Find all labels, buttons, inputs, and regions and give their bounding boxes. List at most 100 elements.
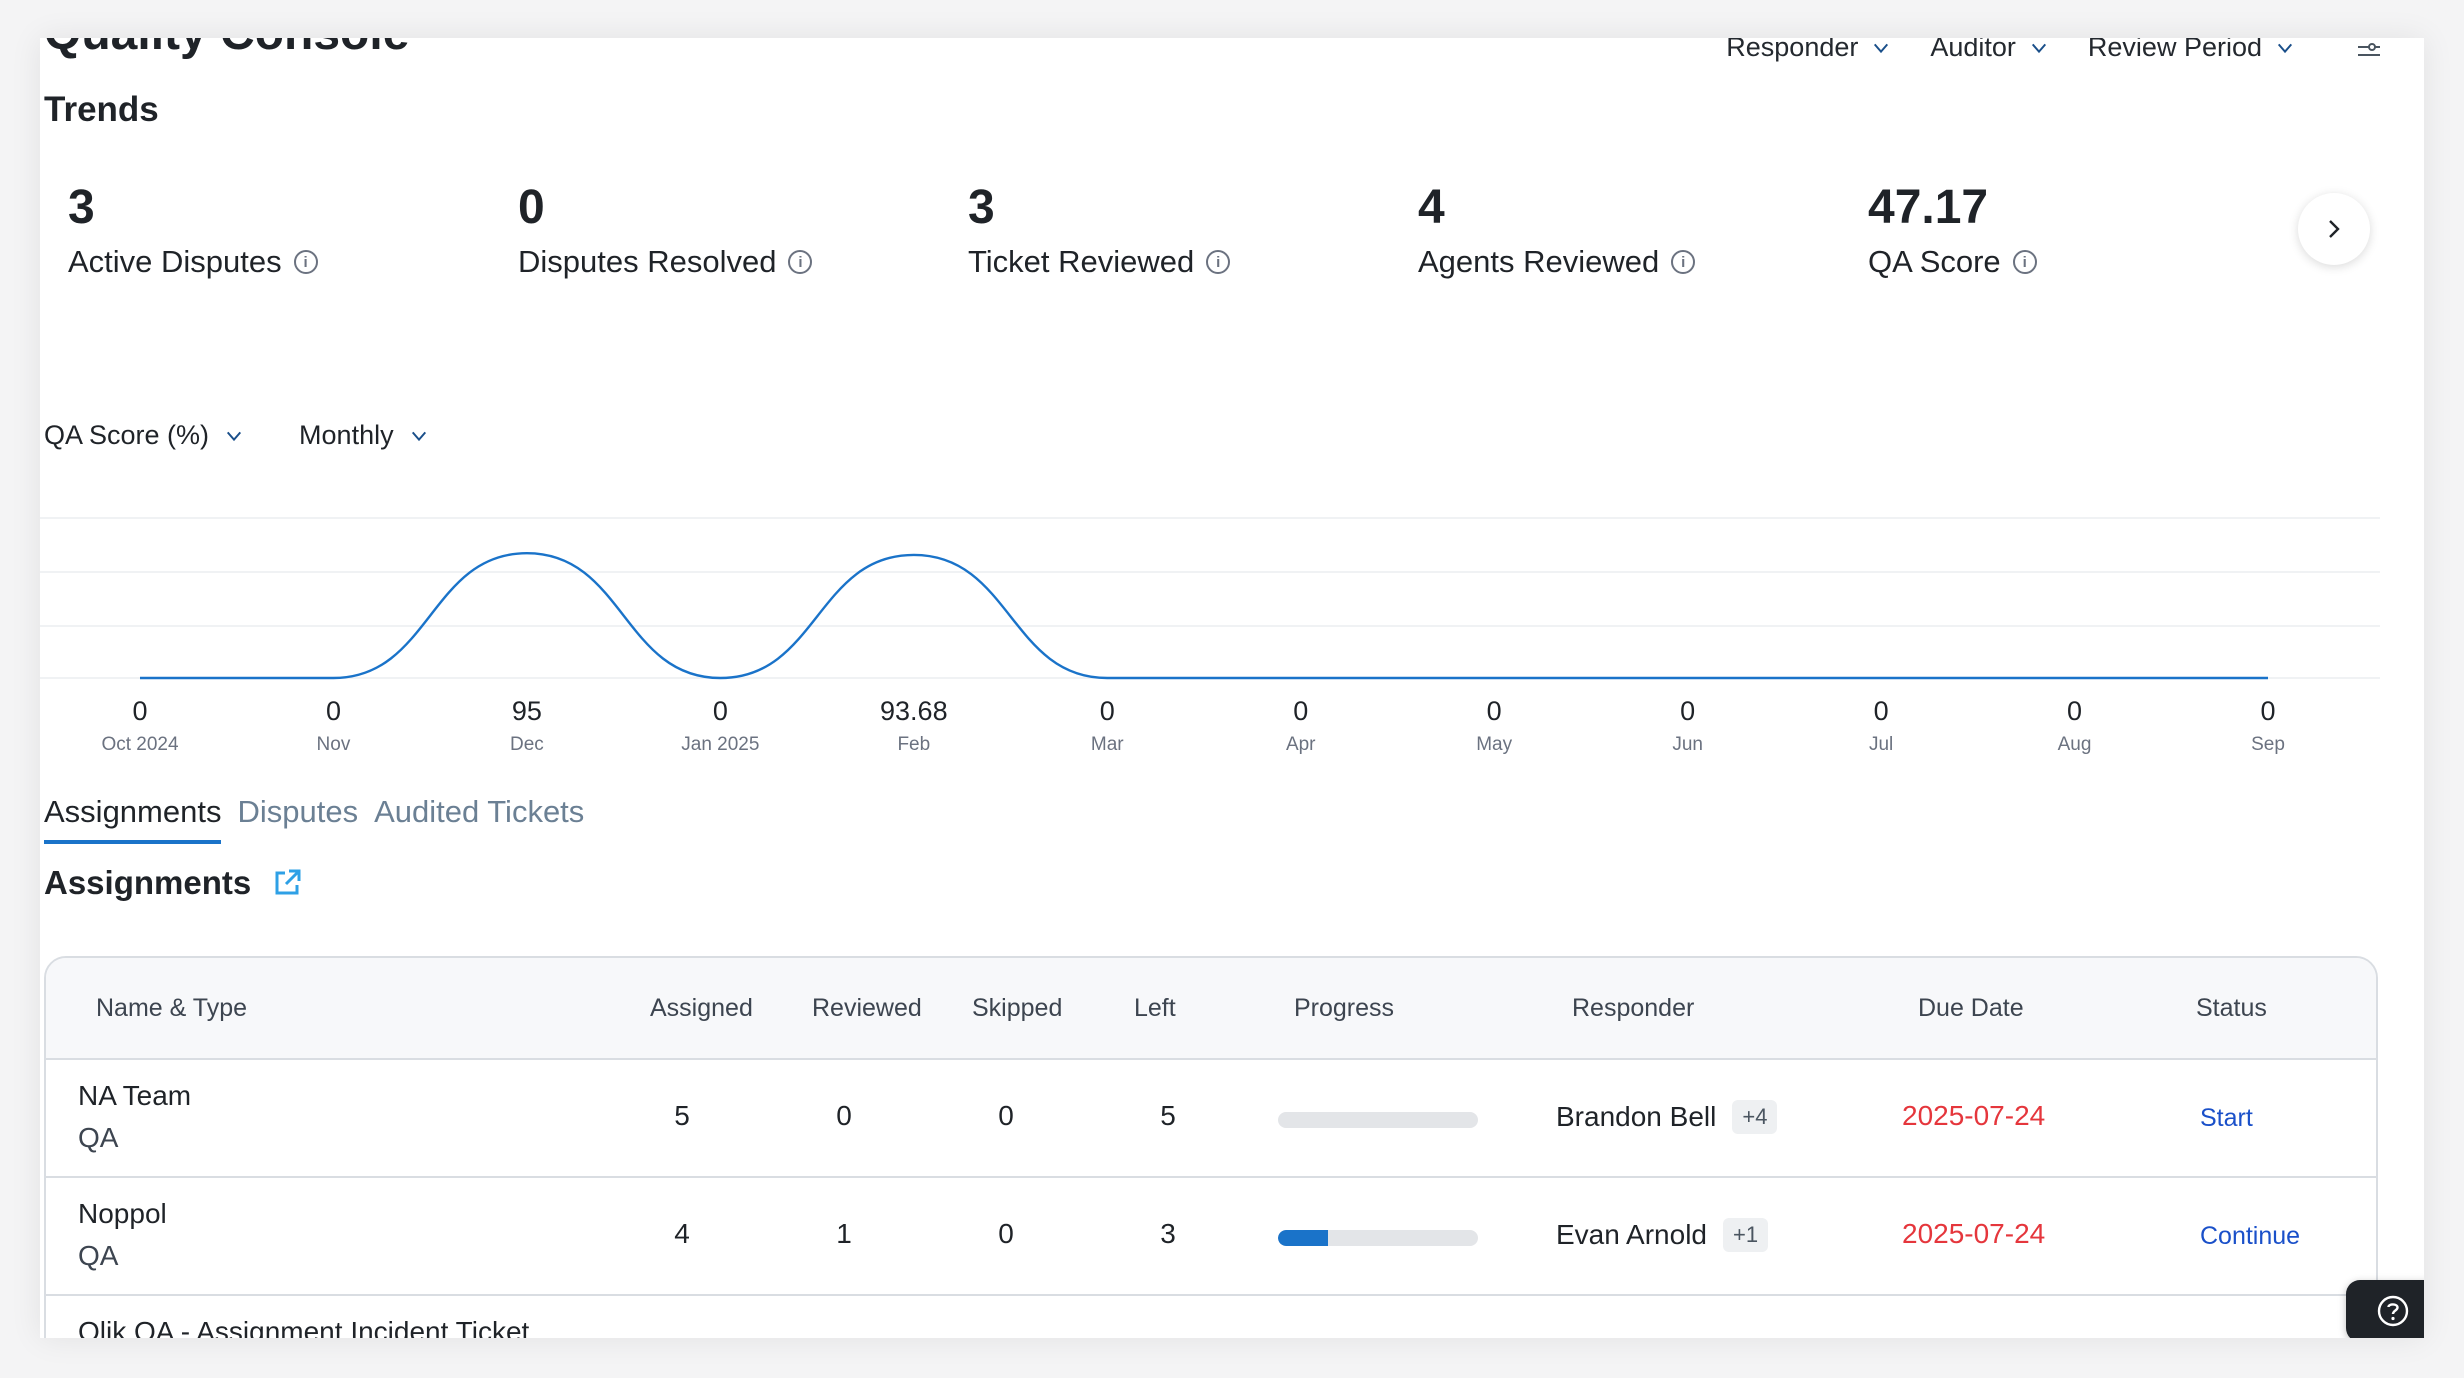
x-tick-label: Apr	[1286, 734, 1316, 755]
skipped-count: 0	[998, 1218, 1014, 1249]
assignments-heading: Assignments	[44, 864, 303, 902]
assignment-type: QA	[78, 1240, 119, 1271]
info-icon[interactable]: i	[1671, 250, 1696, 274]
due-date: 2025-07-24	[1902, 1218, 2046, 1249]
chevron-right-icon	[2329, 220, 2340, 238]
data-label: 0	[1680, 696, 1695, 726]
kpi-active-disputes: 3 Active Disputes i	[68, 184, 318, 280]
column-header: Due Date	[1918, 994, 2024, 1022]
kpi-value: 3	[68, 181, 95, 234]
chevron-down-icon	[2031, 43, 2046, 53]
kpi-value: 0	[518, 181, 545, 234]
chevron-down-icon	[227, 431, 242, 441]
column-header: Progress	[1294, 994, 1395, 1022]
responder: Brandon Bell +4	[1556, 1100, 1778, 1134]
table-header: Name & Type Assigned Reviewed Skipped Le…	[46, 958, 2376, 1060]
data-label: 0	[713, 696, 728, 726]
left-count: 5	[1160, 1100, 1176, 1131]
x-tick-label: May	[1476, 734, 1512, 755]
assignments-title: Assignments	[44, 864, 252, 901]
trends-title: Trends	[44, 90, 159, 129]
column-header: Reviewed	[812, 994, 922, 1022]
x-tick-label: Nov	[317, 734, 351, 755]
responder-more-badge[interactable]: +1	[1723, 1218, 1769, 1252]
column-header: Skipped	[972, 994, 1063, 1022]
kpi-agents-reviewed: 4 Agents Reviewed i	[1418, 184, 1696, 280]
info-icon[interactable]: i	[1206, 250, 1231, 274]
review-period-filter[interactable]: Review Period	[2088, 38, 2294, 63]
kpi-value: 3	[968, 181, 995, 234]
info-icon[interactable]: i	[2012, 250, 2037, 274]
kpi-label: Disputes Resolved	[518, 244, 777, 279]
quality-console-window: Quality Console Responder Auditor Review…	[40, 38, 2424, 1338]
kpi-ticket-reviewed: 3 Ticket Reviewed i	[968, 181, 1231, 280]
table-row[interactable]: Noppol QA 4 1 0 3 Evan Arnold +1 2025-07-…	[46, 1178, 2376, 1296]
series-line	[139, 551, 2268, 680]
x-tick-label: Aug	[2058, 734, 2092, 755]
chart-controls: QA Score (%) Monthly	[44, 420, 428, 451]
chevron-down-icon	[411, 431, 426, 441]
x-tick-label: Jun	[1672, 734, 1703, 755]
reviewed-count: 1	[836, 1218, 852, 1249]
filter-settings-icon[interactable]	[2354, 38, 2384, 63]
column-header: Left	[1134, 994, 1176, 1022]
kpi-next-button[interactable]	[2298, 193, 2370, 265]
page-title: Quality Console	[44, 38, 409, 58]
responder-name: Brandon Bell	[1556, 1101, 1717, 1132]
data-label: 0	[1487, 696, 1502, 726]
x-tick-label: Jul	[1869, 734, 1893, 755]
responder-filter-label: Responder	[1726, 38, 1859, 62]
table-row[interactable]: NA Team QA 5 0 0 5 Brandon Bell +4 2025-0…	[46, 1060, 2376, 1178]
info-icon[interactable]: i	[788, 250, 813, 274]
assignment-name: NA Team	[78, 1080, 192, 1111]
assignment-name: Qlik QA - Assignment Incident Ticket	[78, 1316, 530, 1338]
due-date: 2025-07-24	[1902, 1100, 2046, 1131]
assignments-table: Name & Type Assigned Reviewed Skipped Le…	[44, 956, 2378, 1338]
kpi-label: QA Score	[1868, 244, 2001, 279]
column-header: Name & Type	[96, 994, 248, 1022]
table-row[interactable]: Qlik QA - Assignment Incident Ticket	[46, 1296, 2376, 1338]
responder-filter[interactable]: Responder	[1726, 38, 1890, 63]
data-label: 0	[1293, 696, 1308, 726]
start-button[interactable]: Start	[2200, 1104, 2253, 1132]
continue-button[interactable]: Continue	[2200, 1222, 2301, 1250]
data-label: 93.68	[880, 696, 948, 726]
data-label: 0	[132, 696, 147, 726]
responder: Evan Arnold +1	[1556, 1218, 1769, 1252]
tab-disputes[interactable]: Disputes	[237, 794, 359, 829]
external-link-icon[interactable]	[271, 867, 303, 899]
tab-bar: Assignments Disputes Audited Tickets	[44, 794, 584, 844]
progress-bar	[1278, 1112, 1478, 1128]
period-select[interactable]: Monthly	[299, 420, 428, 451]
x-tick-label: Jan 2025	[681, 734, 759, 755]
data-label: 0	[2260, 696, 2275, 726]
metric-select-label: QA Score (%)	[44, 420, 210, 450]
kpi-disputes-resolved: 0 Disputes Resolved i	[518, 181, 813, 280]
x-tick-label: Mar	[1091, 734, 1124, 755]
tab-audited-tickets[interactable]: Audited Tickets	[374, 794, 585, 829]
data-label: 95	[512, 696, 542, 726]
column-header: Responder	[1572, 994, 1695, 1022]
responder-name: Evan Arnold	[1556, 1219, 1707, 1250]
chevron-down-icon	[2277, 43, 2293, 53]
review-period-filter-label: Review Period	[2087, 38, 2262, 62]
assigned-count: 5	[674, 1100, 690, 1131]
x-tick-label: Sep	[2251, 734, 2285, 755]
help-button[interactable]	[2346, 1280, 2424, 1338]
assigned-count: 4	[674, 1218, 690, 1249]
x-tick-label: Dec	[510, 734, 544, 755]
kpi-label: Ticket Reviewed	[968, 244, 1195, 279]
metric-select[interactable]: QA Score (%)	[44, 420, 243, 451]
kpi-value: 47.17	[1868, 181, 1989, 234]
data-label: 0	[1874, 696, 1889, 726]
qa-score-trend-chart: 0 Oct 2024 0 Nov 95 Dec 0 Jan 2025 93.68 Feb 0 Mar 0…	[40, 517, 2380, 755]
info-icon[interactable]: i	[293, 250, 318, 274]
period-select-label: Monthly	[299, 420, 394, 450]
column-header: Status	[2196, 994, 2267, 1022]
responder-more-badge[interactable]: +4	[1732, 1100, 1778, 1134]
auditor-filter[interactable]: Auditor	[1930, 38, 2048, 63]
help-icon	[2377, 1295, 2409, 1327]
column-header: Assigned	[650, 994, 753, 1022]
x-tick-label: Oct 2024	[101, 734, 179, 755]
tab-assignments[interactable]: Assignments	[44, 794, 222, 844]
